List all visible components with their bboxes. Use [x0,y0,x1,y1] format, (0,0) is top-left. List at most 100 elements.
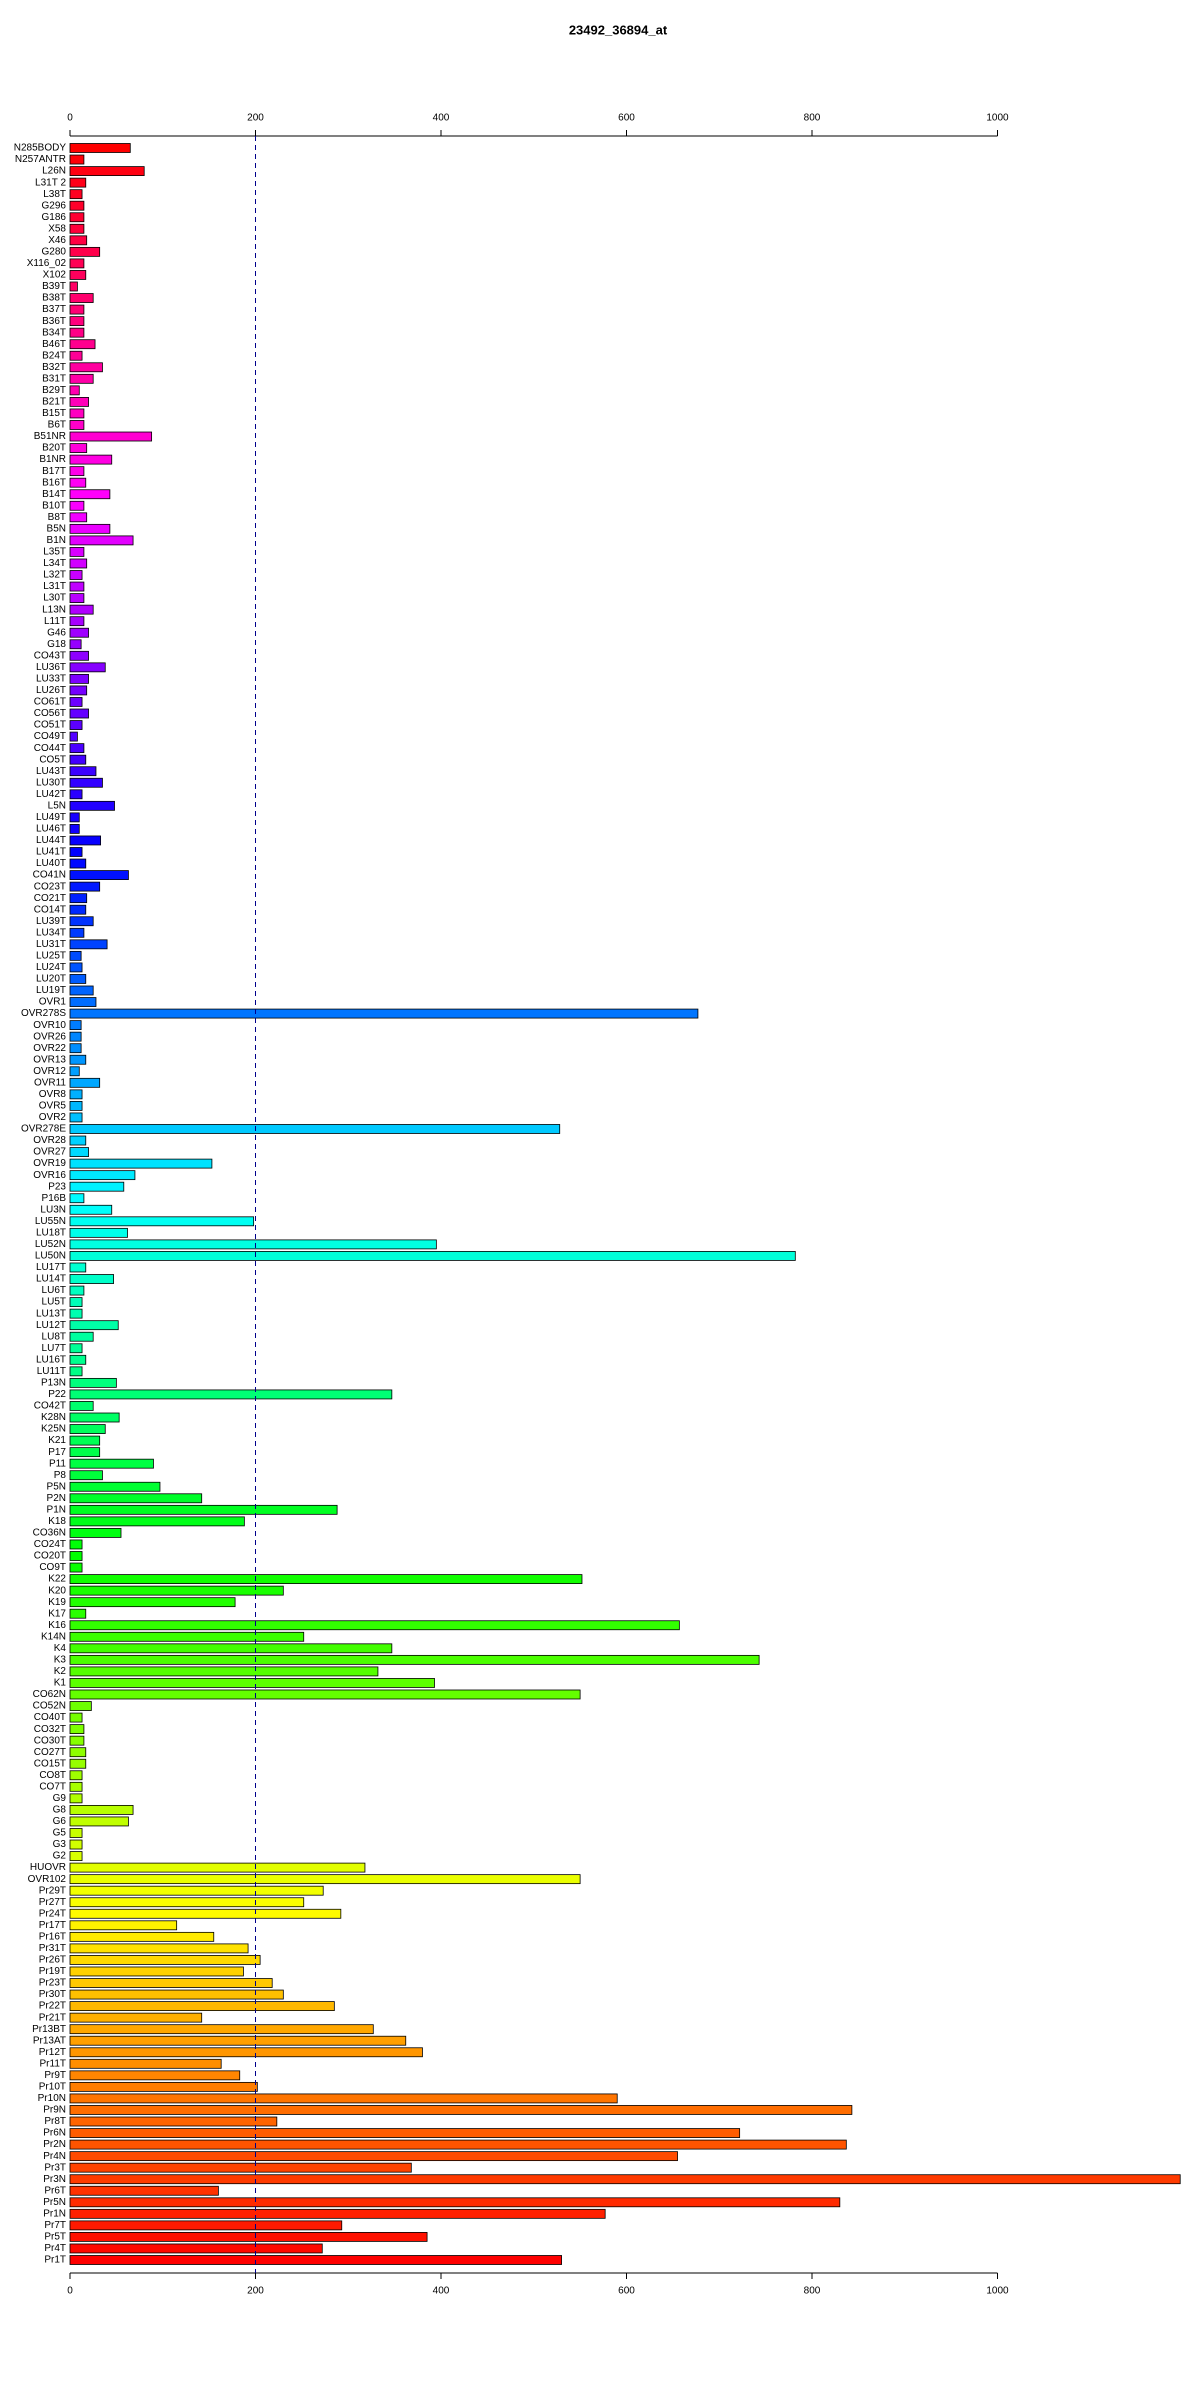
bar [69,258,85,269]
bar [69,1366,83,1377]
category-label: CO32T [34,1724,66,1735]
bar [69,2024,374,2035]
category-label: CO51T [34,720,66,731]
bar [69,1528,122,1538]
category-label: P11 [49,1458,66,1469]
category-label: P17 [48,1447,66,1458]
category-label: B1NR [39,454,66,465]
bar [69,1666,379,1677]
bar [69,1701,92,1711]
x-tick-label: 600 [618,113,635,124]
bar [69,1597,236,1608]
bar [69,2139,847,2150]
bar [69,535,134,546]
category-label: CO27T [34,1747,66,1758]
category-label: K25N [41,1424,66,1435]
x-tick-label: 200 [247,113,264,124]
bar [69,616,85,627]
x-tick-label: 0 [67,2286,73,2297]
bar [69,1712,83,1723]
category-label: OVR19 [33,1158,66,1169]
category-label: OVR12 [33,1066,66,1077]
bar [69,166,145,176]
bar [69,1574,583,1584]
bar [69,1239,437,1250]
category-label: LU41T [36,847,66,858]
category-label: LU24T [36,962,66,973]
category-label: Pr3N [43,2174,66,2185]
bar [69,2047,423,2058]
category-label: P2N [47,1493,66,1504]
category-label: X116_02 [27,258,67,269]
category-label: Pr29T [39,1885,66,1896]
category-label: CO20T [34,1551,66,1562]
bar [69,293,94,303]
category-label: B21T [42,397,66,408]
category-label: CO56T [34,708,66,719]
category-label: CO44T [34,743,66,754]
chart-title: 23492_36894_at [569,22,668,37]
bar [69,627,89,638]
bar [69,2243,323,2254]
category-label: L35T [43,547,66,558]
bar [69,1020,82,1031]
category-label: LU5T [42,1297,66,1308]
bar [69,512,88,523]
category-label: K22 [48,1574,66,1585]
category-label: X58 [48,223,66,234]
category-label: G5 [53,1828,67,1839]
bar [69,339,96,350]
category-label: Pr19T [39,1966,66,1977]
category-label: Pr9N [43,2105,66,2116]
category-label: Pr16T [39,1931,66,1942]
bar [69,1401,94,1411]
category-label: G9 [53,1793,67,1804]
bar [69,1331,94,1342]
category-label: OVR8 [39,1089,67,1100]
category-label: LU3N [40,1204,66,1215]
category-label: LU44T [36,835,66,846]
category-label: OVR26 [33,1031,66,1042]
category-label: OVR16 [33,1170,66,1181]
category-label: Pr11T [40,2058,67,2069]
bar [69,1054,87,1065]
category-label: CO52N [33,1701,66,1712]
category-label: B14T [42,489,66,500]
bar [69,1181,125,1192]
category-label: K28N [41,1412,66,1423]
category-label: LU8T [42,1331,66,1342]
bar [69,570,83,580]
category-label: Pr7T [44,2220,66,2231]
category-label: B38T [42,293,66,304]
bar [69,143,131,153]
category-label: B29T [42,385,66,396]
category-label: B39T [42,281,66,292]
category-label: G8 [53,1805,67,1816]
bar [69,743,85,754]
category-label: K21 [48,1435,66,1446]
x-tick-label: 1000 [986,113,1009,124]
category-label: B1N [47,535,66,546]
bar [69,2093,618,2104]
bar [69,2208,606,2219]
bar [69,812,80,823]
bar [69,1758,87,1769]
bar [69,223,85,234]
category-label: G186 [42,212,67,223]
bar [69,2232,428,2242]
bar [69,212,85,223]
category-label: CO15T [34,1758,66,1769]
bar [69,2058,222,2069]
bar [69,1112,83,1123]
category-label: CO42T [34,1401,66,1412]
category-label: LU42T [36,789,66,800]
bar [69,1389,393,1400]
bar [69,1747,87,1758]
category-label: CO23T [34,881,66,892]
bar [69,766,97,777]
category-label: G296 [42,200,67,211]
bar [69,1274,114,1284]
bar [69,1793,83,1804]
bar [69,581,85,592]
